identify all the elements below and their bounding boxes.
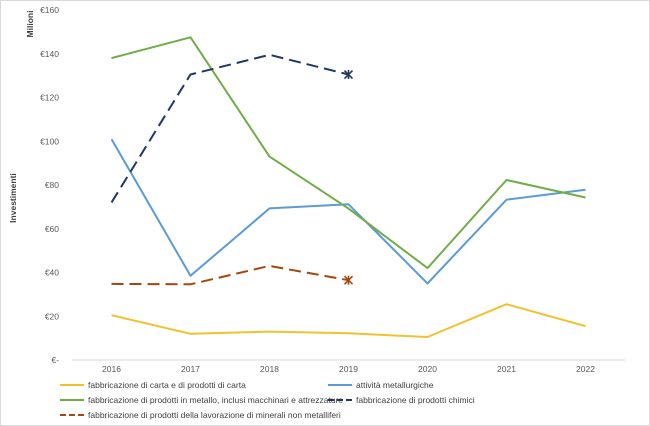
series-end-marker-4 bbox=[343, 69, 354, 80]
series-line-3 bbox=[111, 36, 586, 270]
legend-item: fabbricazione di prodotti chimici bbox=[328, 395, 475, 405]
y-tick-label: €160 bbox=[40, 5, 59, 15]
legend-label: fabbricazione di carta e di prodotti di … bbox=[88, 380, 246, 390]
y-tick-label: €40 bbox=[45, 268, 59, 278]
legend-item: fabbricazione di carta e di prodotti di … bbox=[60, 380, 246, 390]
y-tick-label: €80 bbox=[45, 180, 59, 190]
x-tick-label: 2020 bbox=[418, 364, 437, 374]
legend-swatch bbox=[60, 399, 84, 401]
y-tick-label: €60 bbox=[45, 224, 59, 234]
legend-item: attività metallurgiche bbox=[328, 380, 433, 390]
legend-label: fabbricazione di prodotti chimici bbox=[356, 395, 475, 405]
series-line-5 bbox=[111, 264, 349, 286]
legend-label: fabbricazione di prodotti in metallo, in… bbox=[88, 395, 344, 405]
legend-label: attività metallurgiche bbox=[356, 380, 434, 390]
y-tick-label: €100 bbox=[40, 136, 59, 146]
y-tick-label: €140 bbox=[40, 49, 59, 59]
x-tick-label: 2022 bbox=[576, 364, 595, 374]
series-line-4 bbox=[110, 53, 349, 204]
series-line-2 bbox=[110, 138, 586, 285]
legend-label: fabbricazione di prodotti della lavorazi… bbox=[88, 410, 341, 420]
legend-item: fabbricazione di prodotti in metallo, in… bbox=[60, 395, 343, 405]
y-tick-label: €- bbox=[51, 355, 59, 365]
legend-swatch bbox=[60, 414, 84, 416]
x-tick-label: 2021 bbox=[497, 364, 516, 374]
y-tick-label: €20 bbox=[45, 311, 59, 321]
x-tick-label: 2018 bbox=[260, 364, 279, 374]
legend: fabbricazione di carta e di prodotti di … bbox=[60, 378, 620, 424]
legend-item: fabbricazione di prodotti della lavorazi… bbox=[60, 410, 341, 420]
x-tick-label: 2016 bbox=[102, 364, 121, 374]
series-end-marker-5 bbox=[343, 275, 354, 285]
y-tick-label: €120 bbox=[40, 93, 59, 103]
x-tick-label: 2019 bbox=[339, 364, 358, 374]
legend-swatch bbox=[328, 384, 352, 386]
legend-swatch bbox=[60, 384, 84, 386]
series-line-1 bbox=[111, 303, 586, 338]
legend-swatch bbox=[328, 399, 352, 401]
x-tick-label: 2017 bbox=[181, 364, 200, 374]
